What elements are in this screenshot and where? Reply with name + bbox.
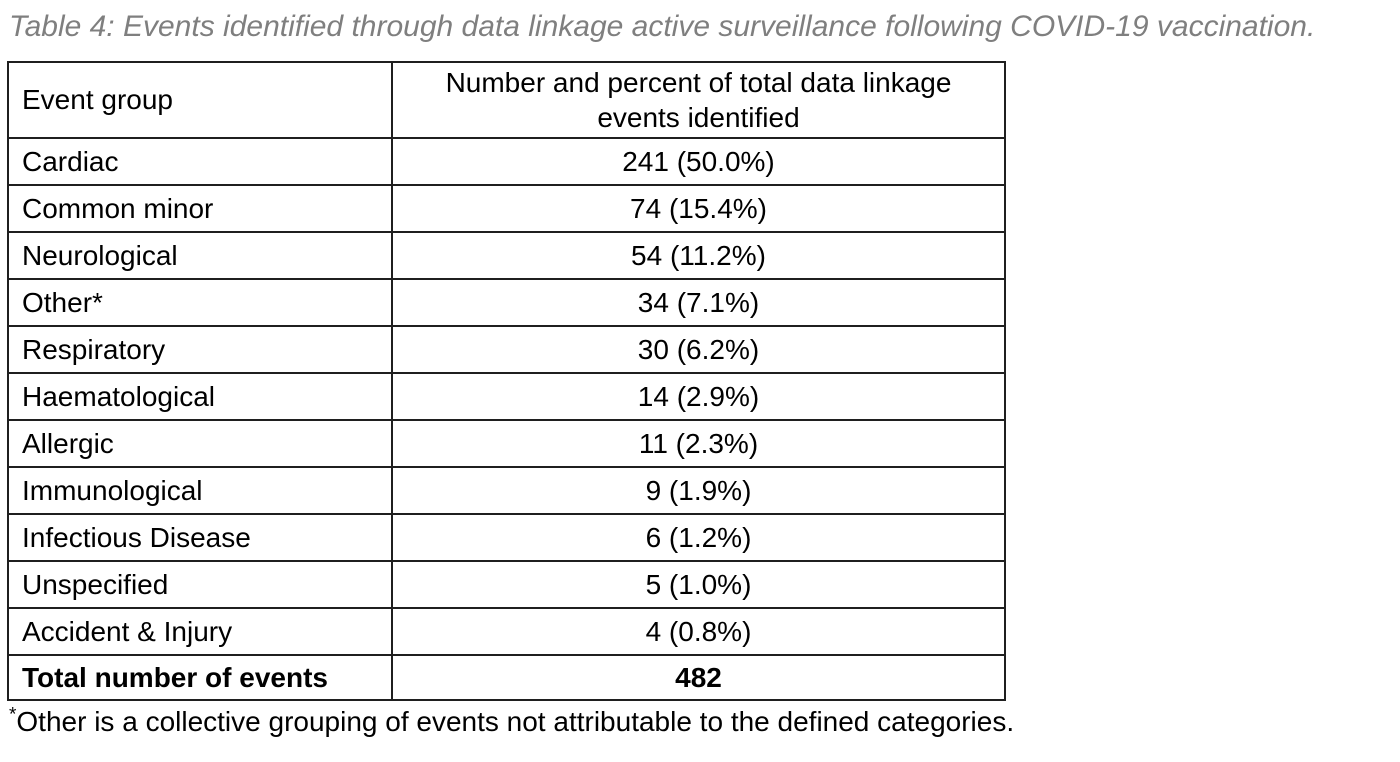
table-row: Common minor 74 (15.4%) [7,184,1006,233]
footnote: *Other is a collective grouping of event… [9,705,1400,739]
event-group-cell: Infectious Disease [7,513,393,562]
event-group-cell: Accident & Injury [7,607,393,656]
event-group-cell: Neurological [7,231,393,280]
event-value-cell: 14 (2.9%) [391,372,1006,421]
footnote-asterisk: * [9,704,17,726]
event-value-cell: 241 (50.0%) [391,137,1006,186]
table-row: Infectious Disease 6 (1.2%) [7,513,1006,562]
event-value-cell: 6 (1.2%) [391,513,1006,562]
table-row: Unspecified 5 (1.0%) [7,560,1006,609]
table-header-row: Event group Number and percent of total … [7,61,1006,139]
event-value-cell: 74 (15.4%) [391,184,1006,233]
table-row: Immunological 9 (1.9%) [7,466,1006,515]
table-row: Haematological 14 (2.9%) [7,372,1006,421]
total-label-cell: Total number of events [7,654,393,701]
table-row: Allergic 11 (2.3%) [7,419,1006,468]
column-header-event-group: Event group [7,61,393,139]
event-value-cell: 54 (11.2%) [391,231,1006,280]
event-group-cell: Cardiac [7,137,393,186]
table-row: Neurological 54 (11.2%) [7,231,1006,280]
document-page: Table 4: Events identified through data … [7,10,1400,739]
event-value-cell: 34 (7.1%) [391,278,1006,327]
table-row: Accident & Injury 4 (0.8%) [7,607,1006,656]
event-value-cell: 30 (6.2%) [391,325,1006,374]
table-total-row: Total number of events 482 [7,654,1006,701]
event-value-cell: 4 (0.8%) [391,607,1006,656]
table-row: Cardiac 241 (50.0%) [7,137,1006,186]
total-value-cell: 482 [391,654,1006,701]
event-group-cell: Unspecified [7,560,393,609]
event-group-cell: Other* [7,278,393,327]
event-group-cell: Common minor [7,184,393,233]
table-caption: Table 4: Events identified through data … [9,10,1316,43]
table-row: Other* 34 (7.1%) [7,278,1006,327]
event-group-cell: Respiratory [7,325,393,374]
event-value-cell: 5 (1.0%) [391,560,1006,609]
column-header-number-percent: Number and percent of total data linkage… [391,61,1006,139]
footnote-text: Other is a collective grouping of events… [16,706,1015,737]
event-value-cell: 9 (1.9%) [391,466,1006,515]
event-value-cell: 11 (2.3%) [391,419,1006,468]
events-table: Event group Number and percent of total … [7,61,1006,701]
table-row: Respiratory 30 (6.2%) [7,325,1006,374]
event-group-cell: Haematological [7,372,393,421]
event-group-cell: Immunological [7,466,393,515]
event-group-cell: Allergic [7,419,393,468]
